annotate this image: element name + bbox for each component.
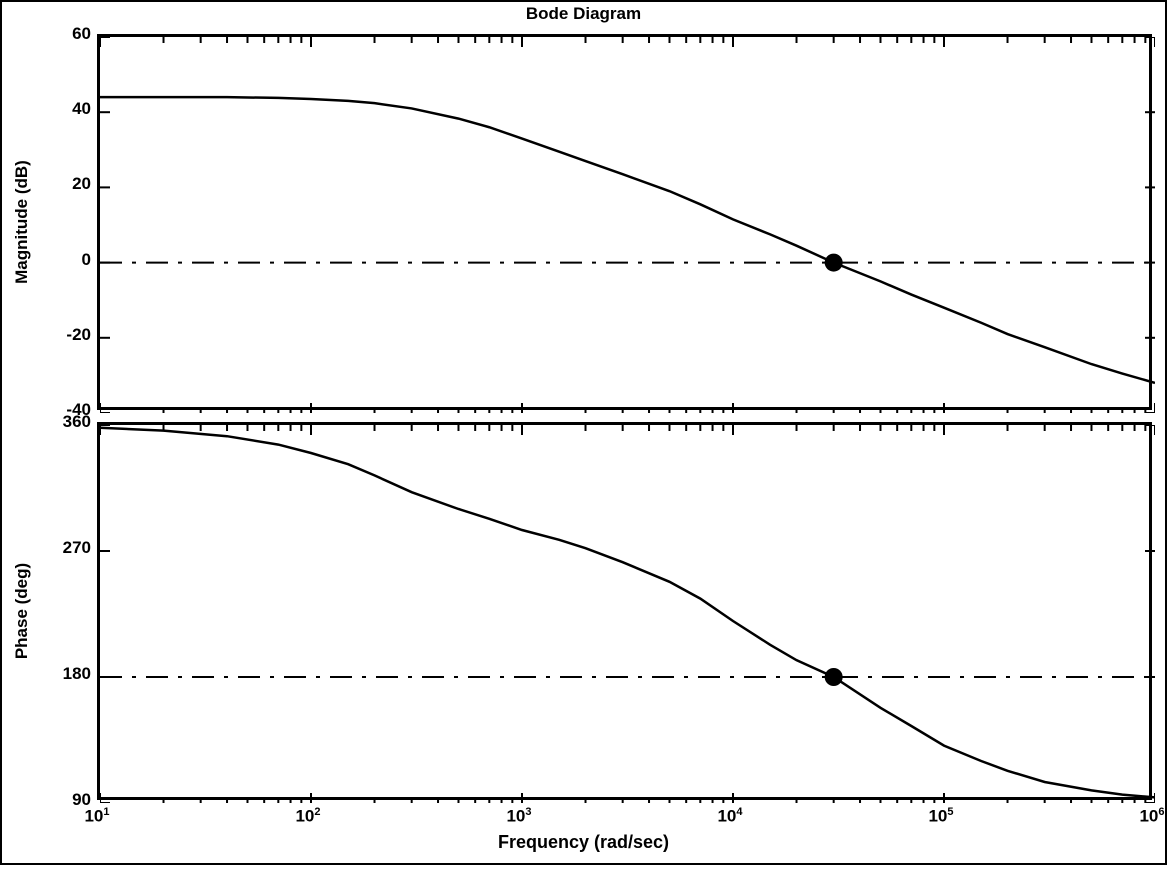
ytick-label: 180 [2, 664, 91, 684]
frequency-xlabel: Frequency (rad/sec) [498, 832, 669, 853]
ytick-label: 40 [2, 99, 91, 119]
phase-ylabel: Phase (deg) [12, 563, 32, 659]
xtick-label: 104 [717, 806, 742, 889]
phase-plot-svg [100, 425, 1155, 803]
xtick-label: 106 [1139, 806, 1164, 889]
magnitude-panel [97, 34, 1152, 410]
magnitude-plot-svg [100, 37, 1155, 413]
xtick-label: 105 [928, 806, 953, 889]
figure-title: Bode Diagram [526, 4, 641, 24]
ytick-label: 20 [2, 174, 91, 194]
phase-panel [97, 422, 1152, 800]
ytick-label: 360 [2, 412, 91, 432]
xtick-label: 101 [84, 806, 109, 889]
ytick-label: 60 [2, 24, 91, 44]
ytick-label: 90 [2, 790, 91, 810]
ytick-label: 0 [2, 250, 91, 270]
bode-figure: Bode Diagram Magnitude (dB) Phase (deg) … [0, 0, 1167, 865]
xtick-label: 102 [295, 806, 320, 889]
ytick-label: 270 [2, 538, 91, 558]
ytick-label: -20 [2, 325, 91, 345]
